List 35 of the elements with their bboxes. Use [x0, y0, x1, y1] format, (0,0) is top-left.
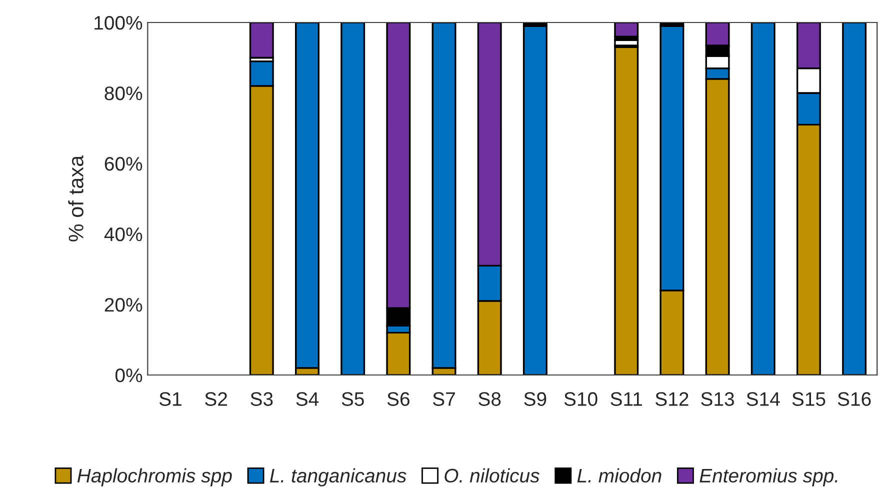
y-tick-label: 40% [104, 227, 142, 242]
x-tick-label: S13 [701, 392, 734, 406]
legend-label: O. niloticus [444, 468, 540, 483]
x-tick-label: S15 [792, 392, 826, 406]
bar [750, 22, 776, 375]
y-axis-title: % of taxa [68, 155, 84, 242]
x-tick-label: S10 [564, 392, 598, 406]
y-tick-label: 80% [104, 86, 142, 100]
x-tick-label: S16 [838, 392, 871, 406]
bar [249, 22, 274, 59]
bar [522, 25, 548, 375]
x-tick-label: S14 [746, 392, 780, 406]
x-tick-label: S3 [250, 392, 273, 406]
bar [842, 22, 867, 375]
x-tick-label: S2 [205, 392, 227, 406]
x-tick-label: S1 [159, 392, 182, 406]
x-tick-label: S8 [478, 392, 501, 406]
legend-label: Enteromius spp. [700, 468, 838, 486]
y-tick-label: 100% [94, 16, 142, 30]
bar [614, 22, 639, 38]
x-tick-label: S7 [432, 392, 455, 406]
y-tick-label: 20% [104, 298, 142, 312]
x-tick-label: S11 [610, 392, 642, 406]
legend-label: L. tanganicanus [270, 468, 406, 486]
x-tick-label: S12 [656, 392, 688, 406]
y-tick-label: 60% [104, 156, 142, 171]
x-tick-label: S4 [296, 392, 319, 406]
x-tick-label: S9 [524, 392, 546, 406]
bar [340, 22, 366, 375]
x-tick-label: S6 [387, 392, 410, 406]
legend-label: L. miodon [577, 468, 662, 483]
y-tick-label: 0% [115, 368, 142, 382]
legend-label: Haplochromis spp [77, 468, 232, 486]
bar [614, 46, 639, 375]
x-tick-label: S5 [342, 392, 364, 406]
